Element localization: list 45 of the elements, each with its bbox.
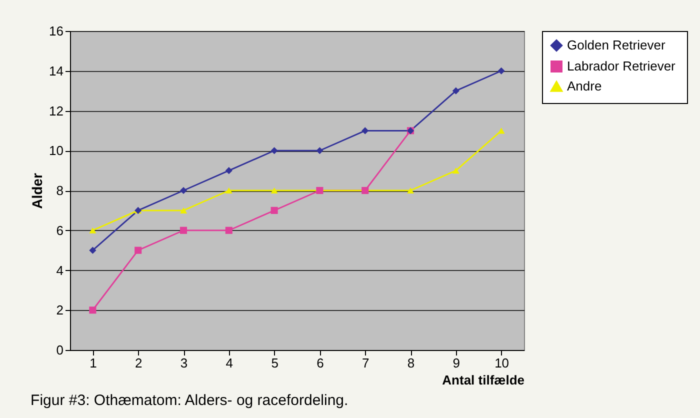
x-tick-label: 6: [316, 356, 324, 370]
point: [498, 67, 505, 74]
point: [180, 186, 188, 194]
text: Figur #3: Othæmatom: Alders- og racefordeling.: [30, 392, 348, 409]
y-tick-label: 4: [56, 262, 64, 278]
point: [270, 187, 278, 194]
legend-label: Golden Retriever: [567, 38, 666, 52]
x-tick-label: 3: [180, 356, 188, 370]
point: [270, 147, 278, 154]
point: [89, 246, 96, 254]
y-tick-label: 2: [56, 302, 64, 318]
point: [225, 167, 232, 174]
x-tick-label: 7: [362, 356, 370, 370]
x-tick-label: 4: [226, 356, 234, 370]
y-tick-label: 6: [56, 222, 64, 238]
point: [270, 206, 278, 214]
y-tick-label: 0: [56, 342, 64, 358]
point: [89, 227, 96, 234]
y-axis-title: Alder: [29, 172, 46, 209]
point: [134, 246, 142, 254]
x-tick-label: 10: [494, 356, 510, 370]
legend-label: Andre: [567, 78, 602, 94]
y-tick-label: 8: [56, 183, 64, 198]
y-tick-label: 12: [49, 103, 64, 118]
x-tick-label: 9: [452, 356, 460, 370]
point: [89, 306, 96, 314]
x-tick-label: 8: [407, 356, 415, 370]
point: [180, 226, 188, 234]
legend-label: Labrador Retriever: [567, 58, 676, 74]
x-tick-label: 2: [134, 356, 142, 370]
point: [452, 87, 460, 94]
point: [225, 226, 232, 234]
point: [316, 147, 324, 154]
y-tick-label: 16: [49, 24, 64, 38]
y-tick-label: 10: [49, 143, 64, 158]
point: [406, 187, 414, 194]
point: [225, 187, 232, 194]
point: [362, 127, 369, 134]
x-axis-title: Antal tilfælde: [442, 372, 524, 388]
x-tick-label: 5: [271, 356, 278, 370]
point: [452, 168, 460, 174]
y-tick-label: 14: [49, 63, 64, 78]
point: [498, 128, 505, 134]
x-tick-label: 1: [90, 356, 97, 370]
point: [180, 207, 188, 214]
